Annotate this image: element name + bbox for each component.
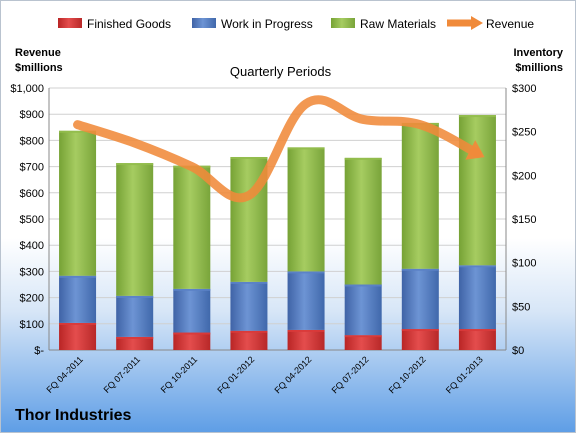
bar-segment (344, 157, 382, 285)
bar-segment-edge (344, 335, 382, 338)
chart-title: Quarterly Periods (230, 64, 332, 79)
bar-segment-edge (287, 271, 325, 274)
x-tick-label: FQ 07-2012 (330, 354, 371, 395)
bar-segment-edge (344, 284, 382, 287)
right-tick-label: $200 (512, 170, 536, 182)
bar-segment (344, 284, 382, 336)
right-axis-title-line2: $millions (515, 62, 563, 74)
left-axis-title-line1: Revenue (15, 47, 61, 59)
bar-segment (287, 271, 325, 330)
bar-segment-edge (458, 329, 496, 332)
bar-segment-edge (458, 115, 496, 118)
bar-segment (287, 329, 325, 350)
bar-segment-edge (173, 288, 211, 291)
right-tick-label: $100 (512, 258, 536, 270)
bar-segment (230, 281, 268, 331)
x-tick-label: FQ 04-2011 (44, 354, 85, 395)
bar-segment-edge (59, 322, 97, 325)
bar-segment (116, 295, 154, 337)
right-tick-label: $50 (512, 301, 530, 313)
left-tick-label: $200 (20, 293, 44, 305)
left-tick-label: $300 (20, 266, 44, 278)
right-tick-label: $250 (512, 127, 536, 139)
x-tick-label: FQ 10-2011 (159, 354, 200, 395)
bar-segment-edge (287, 147, 325, 150)
bar-segment (230, 330, 268, 350)
left-tick-label: $400 (20, 240, 44, 252)
bar-segment (458, 265, 496, 330)
bar-segment (344, 335, 382, 350)
right-tick-label: $150 (512, 214, 536, 226)
bar-segment (59, 322, 97, 350)
legend-label: Revenue (486, 17, 534, 31)
bar-segment (287, 147, 325, 272)
x-tick-label: FQ 01-2012 (215, 354, 256, 395)
legend-swatch (58, 18, 82, 28)
bar-segment-edge (116, 295, 154, 298)
bar-segment (458, 329, 496, 350)
revenue-line (73, 95, 482, 203)
bar-segment-edge (173, 332, 211, 335)
right-tick-label: $0 (512, 345, 524, 357)
bar-segment-edge (401, 329, 439, 332)
left-tick-label: $900 (20, 109, 44, 121)
left-tick-label: $600 (20, 188, 44, 200)
bar-segment (116, 336, 154, 350)
bar-segment (401, 122, 439, 269)
bar-segment (59, 130, 97, 276)
left-tick-label: $700 (20, 162, 44, 174)
x-tick-label: FQ 07-2011 (102, 354, 143, 395)
left-tick-label: $500 (20, 214, 44, 226)
right-tick-label: $300 (512, 83, 536, 95)
bar-segment-edge (401, 268, 439, 271)
bar-segment (116, 163, 154, 296)
left-tick-label: $800 (20, 135, 44, 147)
left-tick-label: $- (34, 345, 44, 357)
bar-segment-edge (230, 156, 268, 159)
legend-swatch (331, 18, 355, 28)
x-tick-label: FQ 01-2013 (444, 354, 485, 395)
x-tick-label: FQ 10-2012 (387, 354, 428, 395)
left-axis-title-line2: $millions (15, 62, 63, 74)
legend-arrow-swatch (471, 16, 483, 30)
bar-segment-edge (116, 336, 154, 339)
legend-label: Work in Progress (221, 17, 313, 31)
left-tick-label: $100 (20, 319, 44, 331)
bar-segment (59, 275, 97, 323)
left-tick-label: $1,000 (10, 83, 44, 95)
bar-segment-edge (59, 130, 97, 133)
bar-segment-edge (59, 275, 97, 278)
bar-segment-edge (230, 330, 268, 333)
right-axis-title-line1: Inventory (513, 47, 563, 59)
bar-segment-edge (287, 329, 325, 332)
legend-label: Raw Materials (360, 17, 436, 31)
company-name: Thor Industries (15, 407, 132, 424)
bar-segment (173, 332, 211, 350)
bar-segment-edge (458, 265, 496, 268)
bar-segment (458, 115, 496, 266)
bar-segment-edge (344, 157, 382, 160)
bar-segment (173, 165, 211, 289)
x-tick-label: FQ 04-2012 (272, 354, 313, 395)
revenue-arrow-head (465, 140, 485, 160)
bar-segment (401, 329, 439, 350)
bar-segment-edge (116, 163, 154, 166)
legend-label: Finished Goods (87, 17, 171, 31)
bar-segment (401, 268, 439, 330)
legend-swatch (192, 18, 216, 28)
bar-segment (173, 288, 211, 333)
bar-segment-edge (230, 281, 268, 284)
